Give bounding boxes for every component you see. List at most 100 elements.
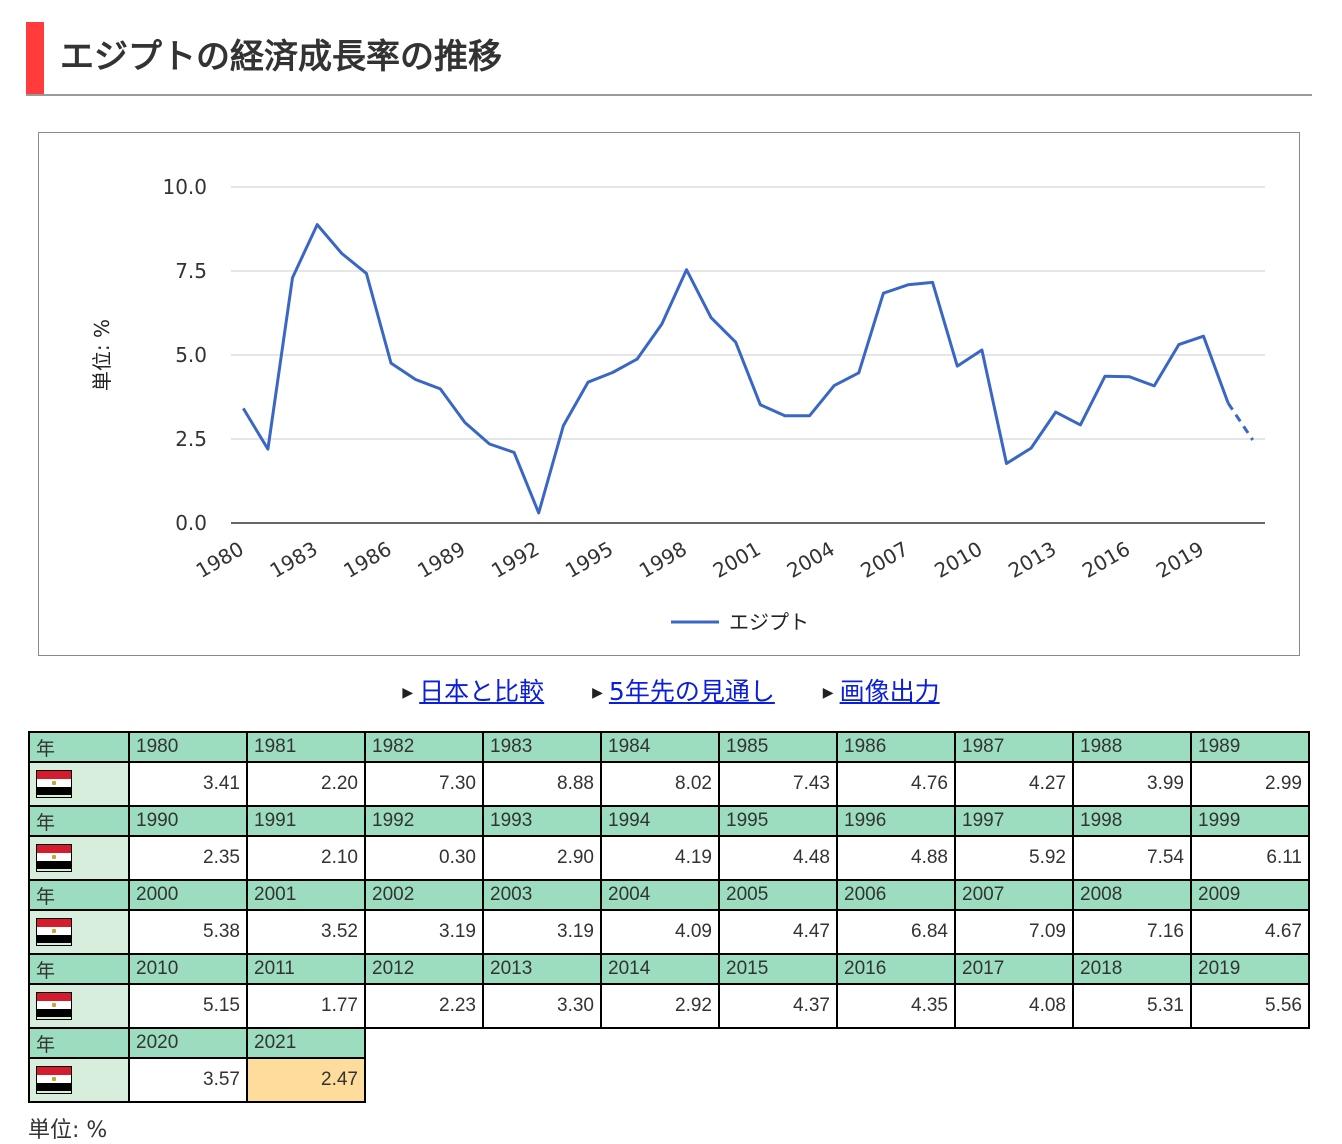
x-tick-label: 1992 xyxy=(487,537,543,583)
value-cell: 3.52 xyxy=(246,909,366,955)
year-cell: 2018 xyxy=(1072,953,1192,985)
x-tick-label: 2013 xyxy=(1004,537,1060,583)
empty-cell xyxy=(719,1028,837,1058)
page-title-bar: エジプトの経済成長率の推移 xyxy=(26,22,1312,96)
year-label-cell: 年 xyxy=(28,805,130,837)
value-cell: 5.31 xyxy=(1072,983,1192,1029)
arrow-icon: ▶ xyxy=(402,685,414,701)
year-cell: 1992 xyxy=(364,805,484,837)
value-cell: 0.30 xyxy=(364,835,484,881)
year-cell: 2015 xyxy=(718,953,838,985)
flag-cell xyxy=(28,909,130,955)
series-line xyxy=(242,223,1230,515)
x-tick-label: 2016 xyxy=(1078,537,1134,583)
value-row: 2.35 2.10 0.30 2.90 4.19 4.48 4.88 5.92 7.54 6.11 xyxy=(28,835,1310,881)
arrow-icon: ▶ xyxy=(592,685,603,701)
empty-cell xyxy=(365,1028,483,1058)
value-cell: 3.19 xyxy=(364,909,484,955)
value-row: 5.15 1.77 2.23 3.30 2.92 4.37 4.35 4.08 5.31 5.56 xyxy=(28,983,1310,1029)
empty-cell xyxy=(601,1058,719,1102)
year-cell: 1993 xyxy=(482,805,602,837)
value-cell: 5.56 xyxy=(1190,983,1310,1029)
value-row: 5.38 3.52 3.19 3.19 4.09 4.47 6.84 7.09 7.16 4.67 xyxy=(28,909,1310,955)
title-accent xyxy=(26,22,44,94)
value-cell: 2.47 xyxy=(246,1057,366,1103)
year-cell: 1984 xyxy=(600,731,720,763)
value-cell: 2.10 xyxy=(246,835,366,881)
egypt-flag-icon xyxy=(36,770,72,798)
empty-cell xyxy=(1191,1028,1309,1058)
outlook-link-item[interactable]: ▶ 5年先の見通し xyxy=(592,672,775,708)
x-tick-label: 1983 xyxy=(266,537,322,583)
egypt-flag-icon xyxy=(36,844,72,872)
page-title: エジプトの経済成長率の推移 xyxy=(60,37,502,77)
image-output-link-item[interactable]: ▶ 画像出力 xyxy=(823,672,940,708)
value-cell: 7.43 xyxy=(718,761,838,807)
five-year-outlook-link[interactable]: 5年先の見通し xyxy=(608,677,775,706)
value-cell: 7.30 xyxy=(364,761,484,807)
year-header-row: 年 2020 2021 xyxy=(28,1027,1309,1059)
year-cell: 1989 xyxy=(1190,731,1310,763)
year-cell: 1990 xyxy=(128,805,248,837)
year-label-cell: 年 xyxy=(28,953,130,985)
value-cell: 8.02 xyxy=(600,761,720,807)
year-cell: 2007 xyxy=(954,879,1074,911)
value-cell: 6.11 xyxy=(1190,835,1310,881)
x-tick-label: 2001 xyxy=(709,537,765,583)
compare-japan-link[interactable]: 日本と比較 xyxy=(419,677,545,706)
x-tick-label: 2010 xyxy=(930,537,986,583)
egypt-flag-icon xyxy=(36,1066,72,1094)
value-cell: 1.77 xyxy=(246,983,366,1029)
arrow-icon: ▶ xyxy=(822,685,834,701)
value-row: 3.57 2.47 xyxy=(28,1057,1309,1103)
y-axis-title: 単位: % xyxy=(90,319,114,391)
year-cell: 1991 xyxy=(246,805,366,837)
empty-cell xyxy=(837,1028,955,1058)
year-cell: 2016 xyxy=(836,953,956,985)
flag-cell xyxy=(28,983,130,1029)
empty-cell xyxy=(483,1028,601,1058)
year-cell: 1997 xyxy=(954,805,1074,837)
chart-svg: 0.0 2.5 5.0 7.5 10.0 1980 1983 1986 1989 1992 1995… xyxy=(90,175,1265,634)
value-cell: 5.15 xyxy=(128,983,248,1029)
year-cell: 2004 xyxy=(600,879,720,911)
year-header-row: 年 1980 1981 1982 1983 1984 1985 1986 1987 1988 198… xyxy=(28,731,1310,763)
value-cell: 4.67 xyxy=(1190,909,1310,955)
unit-note: 単位: % xyxy=(28,1118,108,1143)
value-cell: 4.35 xyxy=(836,983,956,1029)
year-cell: 2001 xyxy=(246,879,366,911)
value-row: 3.41 2.20 7.30 8.88 8.02 7.43 4.76 4.27 3.99 2.99 xyxy=(28,761,1310,807)
value-cell: 2.20 xyxy=(246,761,366,807)
year-header-row: 年 2010 2011 2012 2013 2014 2015 2016 2017 2018 201… xyxy=(28,953,1310,985)
empty-cell xyxy=(955,1058,1073,1102)
year-cell: 2011 xyxy=(246,953,366,985)
compare-japan-link-item[interactable]: ▶ 日本と比較 xyxy=(402,672,544,708)
year-cell: 2009 xyxy=(1190,879,1310,911)
value-cell: 4.37 xyxy=(718,983,838,1029)
value-cell: 5.38 xyxy=(128,909,248,955)
year-cell: 2021 xyxy=(246,1027,366,1059)
flag-cell xyxy=(28,761,130,807)
x-tick-label: 1995 xyxy=(561,537,617,583)
growth-data-table: 年 1980 1981 1982 1983 1984 1985 1986 1987 1988 198… xyxy=(28,731,1310,1103)
year-cell: 2002 xyxy=(364,879,484,911)
empty-cell xyxy=(1191,1058,1309,1102)
value-cell: 3.19 xyxy=(482,909,602,955)
empty-cell xyxy=(1073,1028,1191,1058)
value-cell: 4.48 xyxy=(718,835,838,881)
legend-label: エジプト xyxy=(729,610,809,634)
value-cell: 3.41 xyxy=(128,761,248,807)
year-cell: 1998 xyxy=(1072,805,1192,837)
action-links: ▶ 日本と比較 ▶ 5年先の見通し ▶ 画像出力 xyxy=(0,672,1342,712)
value-cell: 3.99 xyxy=(1072,761,1192,807)
x-tick-label: 1998 xyxy=(635,537,691,583)
x-tick-label: 1980 xyxy=(192,537,248,583)
empty-cell xyxy=(955,1028,1073,1058)
value-cell: 4.08 xyxy=(954,983,1074,1029)
value-cell: 6.84 xyxy=(836,909,956,955)
image-output-link[interactable]: 画像出力 xyxy=(839,677,940,706)
year-cell: 1983 xyxy=(482,731,602,763)
year-cell: 1988 xyxy=(1072,731,1192,763)
year-header-row: 年 2000 2001 2002 2003 2004 2005 2006 2007 2008 200… xyxy=(28,879,1310,911)
empty-cell xyxy=(483,1058,601,1102)
